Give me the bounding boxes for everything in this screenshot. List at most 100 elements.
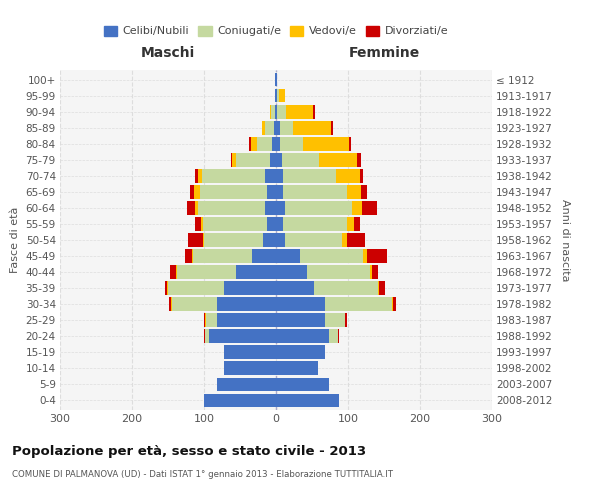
Bar: [276, 153, 282, 166]
Bar: [204, 314, 205, 327]
Bar: [271, 105, 275, 118]
Bar: [341, 233, 347, 247]
Bar: [304, 137, 349, 150]
Bar: [205, 314, 206, 327]
Bar: [202, 169, 265, 182]
Bar: [336, 169, 359, 182]
Bar: [325, 298, 392, 311]
Bar: [172, 298, 217, 311]
Bar: [194, 169, 198, 182]
Bar: [358, 153, 361, 166]
Bar: [345, 314, 347, 327]
Bar: [188, 233, 203, 247]
Bar: [169, 298, 171, 311]
Bar: [203, 217, 266, 231]
Bar: [250, 137, 251, 150]
Bar: [263, 233, 276, 247]
Bar: [276, 282, 314, 295]
Bar: [347, 217, 354, 231]
Bar: [232, 153, 236, 166]
Bar: [352, 201, 362, 214]
Bar: [272, 137, 276, 150]
Bar: [209, 330, 276, 343]
Bar: [314, 282, 377, 295]
Bar: [198, 169, 202, 182]
Bar: [307, 266, 370, 279]
Bar: [276, 217, 283, 231]
Bar: [217, 298, 276, 311]
Bar: [359, 169, 363, 182]
Bar: [300, 249, 363, 263]
Bar: [284, 89, 286, 102]
Y-axis label: Fasce di età: Fasce di età: [10, 207, 20, 273]
Bar: [283, 169, 336, 182]
Bar: [269, 105, 271, 118]
Bar: [331, 121, 333, 134]
Bar: [361, 185, 367, 198]
Bar: [196, 217, 201, 231]
Bar: [168, 282, 224, 295]
Bar: [203, 233, 204, 247]
Bar: [377, 282, 379, 295]
Bar: [347, 185, 361, 198]
Bar: [185, 249, 192, 263]
Bar: [275, 73, 276, 86]
Bar: [283, 185, 347, 198]
Bar: [193, 249, 252, 263]
Bar: [276, 378, 329, 391]
Bar: [276, 185, 283, 198]
Bar: [171, 298, 172, 311]
Bar: [266, 217, 276, 231]
Bar: [176, 266, 178, 279]
Bar: [204, 233, 263, 247]
Bar: [276, 105, 277, 118]
Bar: [367, 249, 387, 263]
Bar: [276, 89, 277, 102]
Bar: [276, 233, 286, 247]
Bar: [277, 89, 279, 102]
Bar: [276, 73, 277, 86]
Bar: [284, 201, 352, 214]
Text: COMUNE DI PALMANOVA (UD) - Dati ISTAT 1° gennaio 2013 - Elaborazione TUTTITALIA.: COMUNE DI PALMANOVA (UD) - Dati ISTAT 1°…: [12, 470, 393, 479]
Bar: [167, 282, 168, 295]
Bar: [204, 394, 276, 407]
Bar: [286, 233, 341, 247]
Bar: [280, 137, 304, 150]
Bar: [276, 346, 325, 359]
Bar: [276, 137, 280, 150]
Bar: [262, 121, 265, 134]
Bar: [274, 121, 276, 134]
Text: Femmine: Femmine: [349, 46, 419, 60]
Bar: [370, 266, 373, 279]
Bar: [252, 249, 276, 263]
Bar: [266, 185, 276, 198]
Bar: [283, 217, 347, 231]
Bar: [373, 266, 378, 279]
Bar: [275, 105, 276, 118]
Bar: [280, 121, 293, 134]
Bar: [338, 330, 340, 343]
Bar: [217, 314, 276, 327]
Bar: [236, 266, 276, 279]
Bar: [363, 249, 367, 263]
Bar: [201, 217, 203, 231]
Bar: [165, 282, 167, 295]
Bar: [276, 169, 283, 182]
Bar: [286, 105, 313, 118]
Bar: [325, 314, 345, 327]
Bar: [190, 185, 194, 198]
Bar: [349, 137, 351, 150]
Bar: [224, 362, 276, 375]
Bar: [170, 266, 176, 279]
Bar: [362, 201, 377, 214]
Bar: [187, 201, 194, 214]
Text: Popolazione per età, sesso e stato civile - 2013: Popolazione per età, sesso e stato civil…: [12, 445, 366, 458]
Bar: [194, 185, 200, 198]
Text: Maschi: Maschi: [141, 46, 195, 60]
Bar: [276, 362, 318, 375]
Bar: [347, 233, 365, 247]
Bar: [276, 266, 307, 279]
Bar: [205, 330, 209, 343]
Bar: [276, 121, 280, 134]
Bar: [379, 282, 385, 295]
